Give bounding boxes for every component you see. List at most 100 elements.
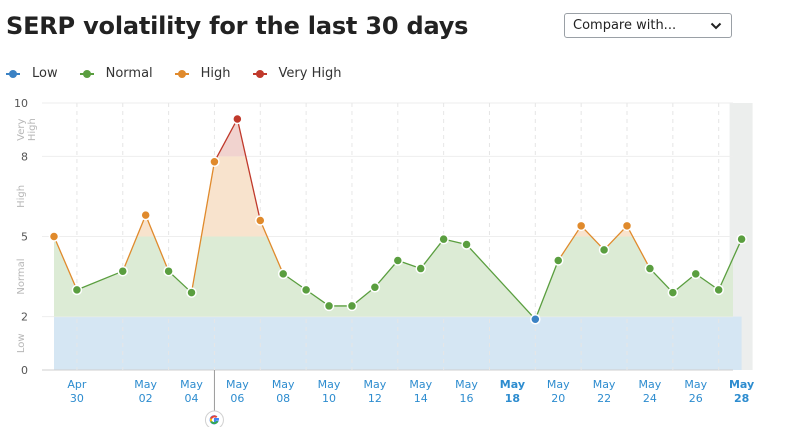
data-point[interactable] bbox=[621, 220, 633, 232]
x-tick-month[interactable]: May bbox=[684, 378, 707, 391]
chart-legend: Low Normal High Very High bbox=[6, 66, 363, 81]
data-point[interactable] bbox=[48, 231, 60, 242]
data-point[interactable] bbox=[575, 220, 587, 232]
band-label: Very bbox=[16, 118, 27, 140]
series-line-segment bbox=[626, 225, 651, 269]
band-label: High bbox=[16, 185, 27, 208]
band-areas bbox=[54, 119, 733, 317]
data-point[interactable] bbox=[415, 263, 426, 274]
data-point[interactable] bbox=[277, 268, 289, 280]
data-point[interactable] bbox=[598, 244, 610, 256]
data-point[interactable] bbox=[140, 209, 151, 221]
series-line-segment bbox=[76, 270, 124, 291]
legend-marker-high-icon bbox=[174, 69, 189, 78]
series-line-segment bbox=[259, 220, 284, 275]
google-icon-red bbox=[210, 415, 218, 420]
data-point[interactable] bbox=[713, 284, 724, 296]
x-tick-day[interactable]: 22 bbox=[597, 392, 611, 405]
x-tick-day[interactable]: 12 bbox=[368, 392, 382, 405]
x-tick-day[interactable]: 14 bbox=[414, 392, 428, 405]
x-tick-day[interactable]: 24 bbox=[643, 392, 657, 405]
x-tick-month[interactable]: May bbox=[455, 378, 478, 391]
data-point[interactable] bbox=[438, 233, 449, 245]
google-icon-green bbox=[210, 420, 219, 425]
x-tick-month[interactable]: May bbox=[364, 378, 387, 391]
x-tick-day[interactable]: 04 bbox=[185, 392, 199, 405]
data-point[interactable] bbox=[346, 300, 358, 312]
x-tick-month[interactable]: May bbox=[134, 378, 157, 391]
y-tick-label: 8 bbox=[21, 150, 28, 163]
data-point[interactable] bbox=[369, 281, 381, 293]
legend-item-normal[interactable]: Normal bbox=[79, 66, 153, 81]
x-tick-month[interactable]: May bbox=[226, 378, 249, 391]
data-point[interactable] bbox=[667, 287, 679, 298]
data-point[interactable] bbox=[300, 284, 312, 296]
series-line-segment bbox=[145, 214, 170, 272]
band-label: High bbox=[27, 118, 38, 141]
x-tick-day[interactable]: 08 bbox=[276, 392, 290, 405]
x-tick-month[interactable]: May bbox=[729, 378, 754, 391]
x-tick-month[interactable]: May bbox=[272, 378, 295, 391]
data-point[interactable] bbox=[736, 233, 747, 245]
x-tick-day[interactable]: 28 bbox=[734, 392, 749, 405]
data-point[interactable] bbox=[232, 113, 243, 125]
series-line-segment bbox=[557, 225, 582, 261]
x-tick-month[interactable]: May bbox=[639, 378, 662, 391]
legend-marker-very-high-icon bbox=[252, 69, 267, 78]
x-tick-day[interactable]: 18 bbox=[505, 392, 520, 405]
series-line-segment bbox=[603, 225, 628, 251]
compare-with-label: Compare with... bbox=[573, 18, 677, 33]
x-tick-day[interactable]: 26 bbox=[689, 392, 703, 405]
x-tick-day[interactable]: 30 bbox=[70, 392, 84, 405]
legend-item-low[interactable]: Low bbox=[6, 66, 58, 81]
x-tick-day[interactable]: 06 bbox=[230, 392, 244, 405]
data-point[interactable] bbox=[117, 265, 129, 277]
x-tick-month[interactable]: May bbox=[547, 378, 570, 391]
x-tick-day[interactable]: 02 bbox=[139, 392, 153, 405]
x-tick-day[interactable]: 20 bbox=[551, 392, 565, 405]
series-line-segment bbox=[213, 118, 238, 163]
data-point[interactable] bbox=[209, 156, 220, 167]
series-line-segment bbox=[122, 214, 147, 272]
data-point[interactable] bbox=[644, 263, 656, 274]
x-tick-month[interactable]: Apr bbox=[67, 378, 87, 391]
data-point[interactable] bbox=[163, 265, 174, 277]
x-tick-month[interactable]: May bbox=[409, 378, 432, 391]
data-point[interactable] bbox=[690, 268, 702, 280]
compare-with-dropdown[interactable]: Compare with... bbox=[564, 13, 732, 38]
series-line-segment bbox=[190, 161, 216, 293]
data-point[interactable] bbox=[71, 284, 83, 296]
data-point[interactable] bbox=[461, 239, 472, 250]
band-label: Normal bbox=[16, 258, 27, 294]
data-point[interactable] bbox=[530, 314, 541, 325]
y-tick-label: 5 bbox=[21, 231, 28, 244]
data-point[interactable] bbox=[255, 215, 266, 226]
series-line-segment bbox=[374, 260, 399, 288]
x-tick-month[interactable]: May bbox=[500, 378, 525, 391]
legend-marker-normal-icon bbox=[79, 69, 94, 78]
series-line-segment bbox=[649, 268, 674, 294]
legend-item-high[interactable]: High bbox=[174, 66, 231, 81]
x-tick-day[interactable]: 16 bbox=[460, 392, 474, 405]
data-point[interactable] bbox=[186, 287, 197, 298]
band-label: Low bbox=[16, 333, 27, 353]
series-line-segment bbox=[580, 225, 605, 251]
x-tick-month[interactable]: May bbox=[593, 378, 616, 391]
legend-label: Low bbox=[32, 66, 58, 81]
series-line-segment bbox=[236, 118, 261, 221]
legend-marker-low-icon bbox=[6, 69, 20, 78]
series-line-segment bbox=[420, 238, 445, 269]
legend-item-very-high[interactable]: Very High bbox=[252, 66, 341, 81]
normal-area bbox=[54, 236, 733, 317]
x-tick-month[interactable]: May bbox=[180, 378, 203, 391]
series-line-segment bbox=[534, 260, 559, 320]
legend-label: Normal bbox=[105, 66, 153, 81]
data-point[interactable] bbox=[552, 255, 564, 266]
x-tick-month[interactable]: May bbox=[318, 378, 341, 391]
data-point[interactable] bbox=[323, 300, 335, 312]
page-title: SERP volatility for the last 30 days bbox=[6, 12, 469, 40]
data-point[interactable] bbox=[392, 255, 404, 266]
google-icon[interactable] bbox=[204, 410, 224, 427]
x-tick-day[interactable]: 10 bbox=[322, 392, 336, 405]
